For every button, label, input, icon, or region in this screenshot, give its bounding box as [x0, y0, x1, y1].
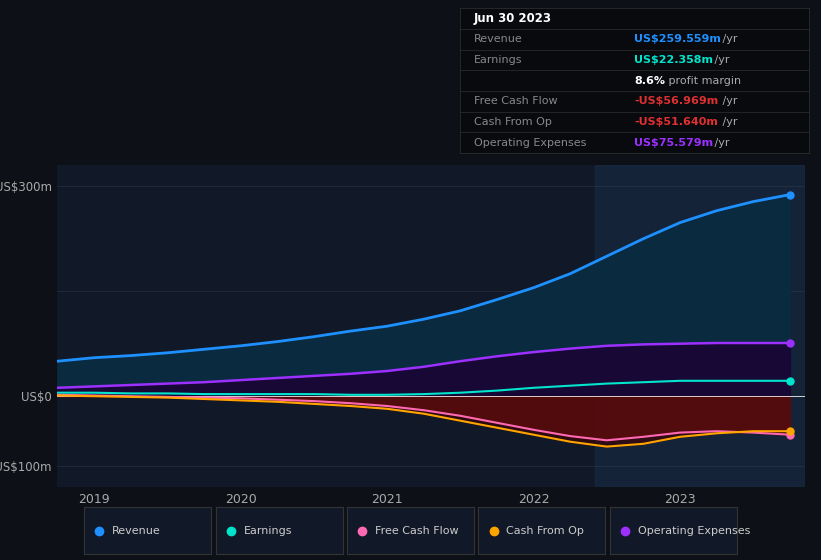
- Text: /yr: /yr: [718, 96, 737, 106]
- Text: /yr: /yr: [718, 117, 737, 127]
- Text: Free Cash Flow: Free Cash Flow: [474, 96, 557, 106]
- Text: US$22.358m: US$22.358m: [635, 55, 713, 65]
- Text: Revenue: Revenue: [474, 34, 522, 44]
- Bar: [595, 165, 805, 487]
- Text: -US$56.969m: -US$56.969m: [635, 96, 718, 106]
- Text: /yr: /yr: [718, 34, 737, 44]
- Text: Earnings: Earnings: [244, 526, 292, 535]
- Text: Revenue: Revenue: [112, 526, 161, 535]
- Text: profit margin: profit margin: [665, 76, 741, 86]
- Text: /yr: /yr: [711, 55, 730, 65]
- Text: /yr: /yr: [711, 138, 730, 148]
- Text: Cash From Op: Cash From Op: [474, 117, 552, 127]
- Text: US$75.579m: US$75.579m: [635, 138, 713, 148]
- Text: Earnings: Earnings: [474, 55, 522, 65]
- Text: Operating Expenses: Operating Expenses: [474, 138, 586, 148]
- Text: Jun 30 2023: Jun 30 2023: [474, 12, 552, 25]
- Text: US$259.559m: US$259.559m: [635, 34, 721, 44]
- Text: Operating Expenses: Operating Expenses: [638, 526, 750, 535]
- Text: Free Cash Flow: Free Cash Flow: [375, 526, 458, 535]
- Text: Cash From Op: Cash From Op: [507, 526, 584, 535]
- Text: -US$51.640m: -US$51.640m: [635, 117, 718, 127]
- Text: 8.6%: 8.6%: [635, 76, 665, 86]
